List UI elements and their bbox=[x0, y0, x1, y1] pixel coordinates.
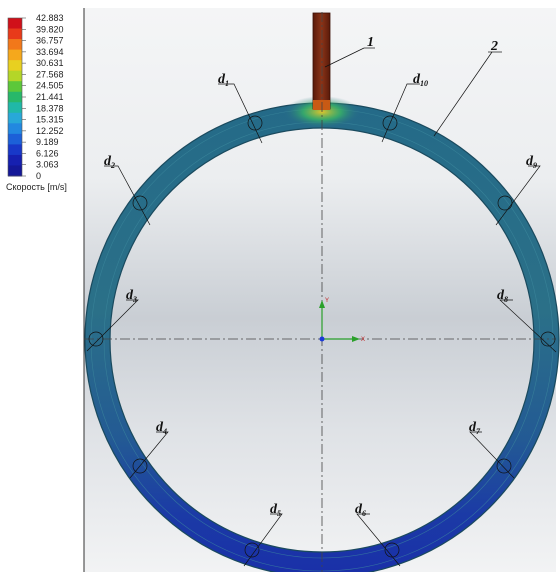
part-label-1: 1 bbox=[367, 35, 374, 50]
legend-swatch bbox=[8, 28, 22, 40]
part2-leader bbox=[433, 51, 493, 137]
legend-tick-label: 12.252 bbox=[36, 126, 64, 136]
legend-tick-label: 30.631 bbox=[36, 58, 64, 68]
legend-swatch bbox=[8, 81, 22, 93]
legend-tick-label: 33.694 bbox=[36, 47, 64, 57]
section-labels: d1 d2 d3 d4 d5 d6 d7 d8 d9 d10 bbox=[104, 72, 537, 518]
section-label-d8: d8 bbox=[497, 288, 508, 304]
inlet-pipe bbox=[312, 12, 331, 110]
legend-swatch bbox=[8, 144, 22, 156]
legend-swatch bbox=[8, 112, 22, 124]
section-label-d9: d9 bbox=[526, 154, 537, 170]
section-label-d3: d3 bbox=[126, 288, 137, 304]
legend-tick-label: 42.883 bbox=[36, 13, 64, 23]
legend-swatch bbox=[8, 18, 22, 30]
legend-swatch bbox=[8, 154, 22, 166]
section-markers bbox=[88, 115, 556, 558]
section-label-d5: d5 bbox=[270, 502, 281, 518]
legend-swatch bbox=[8, 49, 22, 61]
legend-swatch bbox=[8, 102, 22, 114]
legend-swatch bbox=[8, 60, 22, 72]
legend-swatch bbox=[8, 133, 22, 145]
section-label-d2: d2 bbox=[104, 154, 115, 170]
section-label-d7: d7 bbox=[469, 420, 481, 436]
part1-leader bbox=[324, 47, 365, 68]
legend-tick-label: 6.126 bbox=[36, 148, 59, 158]
legend-tick-label: 39.820 bbox=[36, 24, 64, 34]
legend-tick-label: 15.315 bbox=[36, 115, 64, 125]
x-axis-label: X bbox=[361, 337, 365, 343]
ring-pipe bbox=[80, 96, 560, 572]
legend-tick-label: 9.189 bbox=[36, 137, 59, 147]
section-label-d6: d6 bbox=[355, 502, 366, 518]
legend-color-bar bbox=[7, 17, 23, 177]
y-axis-label: Y bbox=[325, 298, 329, 304]
legend-tick-label: 27.568 bbox=[36, 69, 64, 79]
legend-tick-label: 21.441 bbox=[36, 92, 64, 102]
legend-title: Скорость [m/s] bbox=[6, 182, 67, 192]
legend-swatch bbox=[8, 165, 22, 177]
legend-tick-label: 3.063 bbox=[36, 160, 59, 170]
legend-swatch bbox=[8, 39, 22, 51]
section-label-d1: d1 bbox=[218, 72, 229, 88]
coordinate-triad: Y X bbox=[319, 298, 365, 343]
section-label-d10: d10 bbox=[413, 72, 428, 88]
legend-tick-label: 0 bbox=[36, 171, 41, 181]
legend-swatch bbox=[8, 70, 22, 82]
section-leaders bbox=[86, 83, 557, 567]
legend-swatch bbox=[8, 123, 22, 135]
part-label-2: 2 bbox=[490, 39, 498, 54]
legend-tick-label: 18.378 bbox=[36, 103, 64, 113]
section-label-d4: d4 bbox=[156, 420, 167, 436]
legend-tick-label: 24.505 bbox=[36, 81, 64, 91]
legend-swatch bbox=[8, 91, 22, 103]
legend-tick-label: 36.757 bbox=[36, 36, 64, 46]
